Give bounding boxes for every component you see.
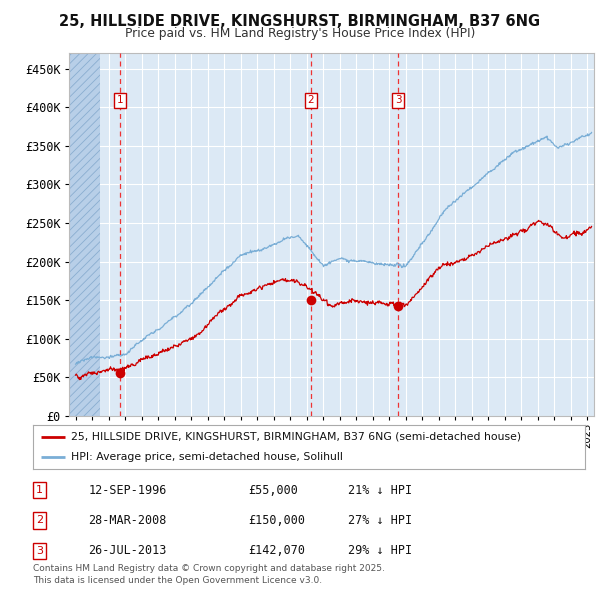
Bar	[69, 53, 100, 416]
Text: Price paid vs. HM Land Registry's House Price Index (HPI): Price paid vs. HM Land Registry's House …	[125, 27, 475, 40]
Text: 25, HILLSIDE DRIVE, KINGSHURST, BIRMINGHAM, B37 6NG (semi-detached house): 25, HILLSIDE DRIVE, KINGSHURST, BIRMINGH…	[71, 432, 521, 442]
Text: £55,000: £55,000	[248, 484, 298, 497]
Text: 3: 3	[36, 546, 43, 556]
Text: 2: 2	[36, 516, 43, 526]
Text: £142,070: £142,070	[248, 544, 305, 557]
Text: 26-JUL-2013: 26-JUL-2013	[88, 544, 167, 557]
Text: 27% ↓ HPI: 27% ↓ HPI	[347, 514, 412, 527]
Text: HPI: Average price, semi-detached house, Solihull: HPI: Average price, semi-detached house,…	[71, 452, 343, 462]
Text: 1: 1	[117, 95, 124, 105]
Text: 2: 2	[308, 95, 314, 105]
Text: 12-SEP-1996: 12-SEP-1996	[88, 484, 167, 497]
Text: 28-MAR-2008: 28-MAR-2008	[88, 514, 167, 527]
Text: 21% ↓ HPI: 21% ↓ HPI	[347, 484, 412, 497]
Text: 29% ↓ HPI: 29% ↓ HPI	[347, 544, 412, 557]
Text: £150,000: £150,000	[248, 514, 305, 527]
Text: Contains HM Land Registry data © Crown copyright and database right 2025.
This d: Contains HM Land Registry data © Crown c…	[33, 564, 385, 585]
Text: 25, HILLSIDE DRIVE, KINGSHURST, BIRMINGHAM, B37 6NG: 25, HILLSIDE DRIVE, KINGSHURST, BIRMINGH…	[59, 14, 541, 29]
Text: 1: 1	[36, 486, 43, 495]
Text: 3: 3	[395, 95, 401, 105]
